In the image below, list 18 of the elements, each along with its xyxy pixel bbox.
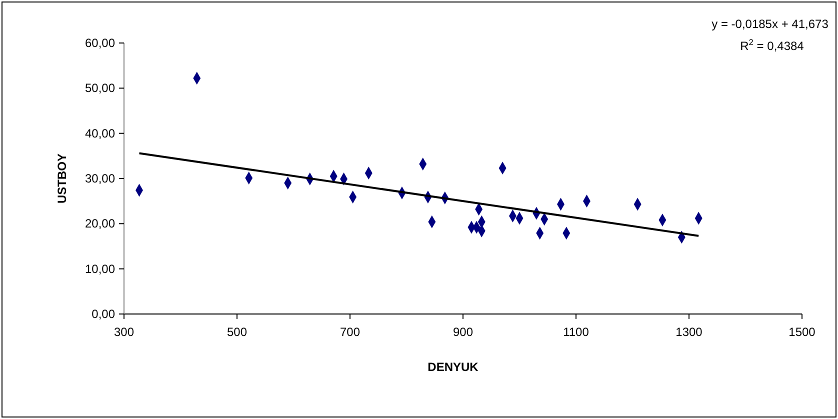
annotation: R$^{2}$ = 0,4384 [740,37,804,53]
y-tick-label: 50,00 [84,81,116,96]
x-axis-title: DENYUK [428,360,479,374]
x-tick-label: 1100 [563,325,590,339]
x-tick-label: 1500 [788,325,816,339]
y-tick-label: 0,00 [92,307,116,321]
x-tick-label: 300 [114,325,134,339]
y-tick-label: 60,00 [84,36,116,50]
y-tick-label: 10,00 [84,262,116,276]
y-tick-label: 40,00 [84,126,116,140]
y-tick-label: 20,00 [84,216,116,231]
text: y = -0,0185x + 41,673 [712,17,829,31]
x-tick-label: 1300 [676,325,703,339]
x-tick-label: 500 [226,325,248,339]
x-tick-label: 900 [452,325,474,339]
y-tick-label: 30,00 [84,172,116,186]
y-axis-title: USTBOY [55,153,69,204]
x-tick-label: 700 [340,325,360,339]
